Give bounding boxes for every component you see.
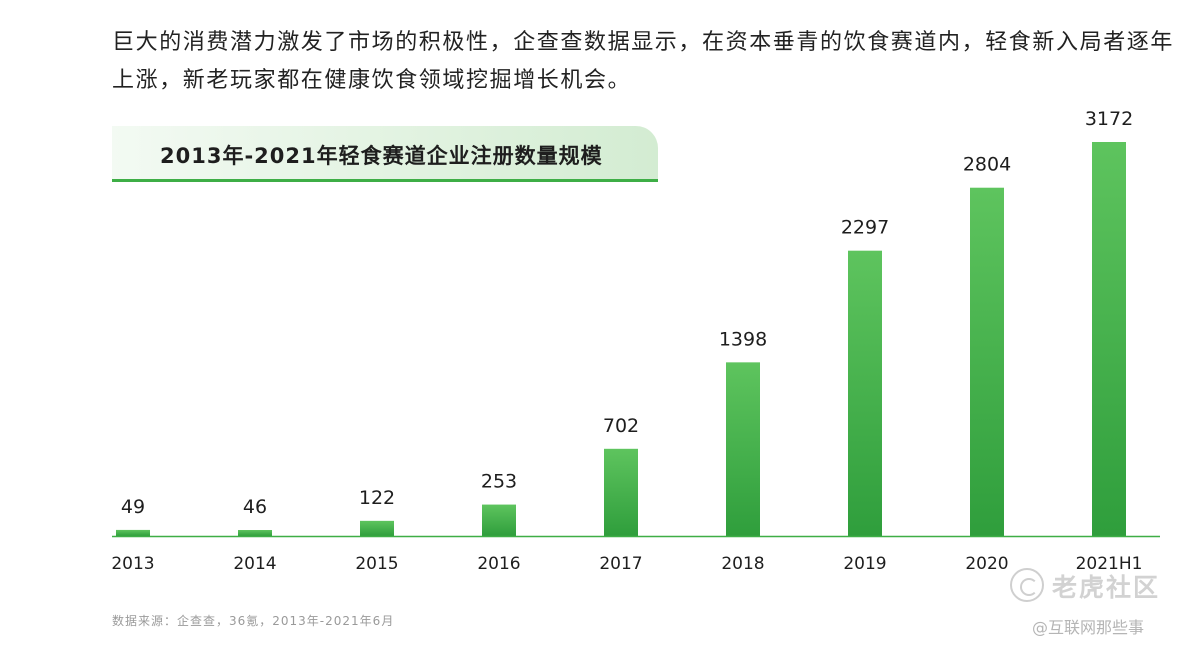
x-tick-2017: 2017 <box>599 554 642 574</box>
x-tick-2021H1: 2021H1 <box>1076 554 1143 574</box>
bar-2014 <box>238 530 272 536</box>
value-label-2019: 2297 <box>841 217 889 239</box>
chart-title: 2013年-2021年轻食赛道企业注册数量规模 <box>160 144 603 168</box>
watermark-logo-icon <box>1010 568 1044 602</box>
x-tick-2016: 2016 <box>477 554 520 574</box>
bar-2019 <box>848 250 882 537</box>
bar-2013 <box>116 529 150 536</box>
bar-2016 <box>482 504 516 536</box>
x-tick-2014: 2014 <box>233 554 276 574</box>
bars-group <box>116 142 1126 537</box>
value-label-2016: 253 <box>481 471 517 493</box>
bar-2015 <box>360 520 394 536</box>
bar-2021H1 <box>1092 142 1126 536</box>
source-note: 数据来源：企查查，36氪，2013年-2021年6月 <box>112 614 395 628</box>
bar-2017 <box>604 448 638 536</box>
intro-paragraph: 巨大的消费潜力激发了市场的积极性，企查查数据显示，在资本垂青的饮食赛道内，轻食新… <box>112 30 1175 93</box>
x-tick-labels-group: 2013 2014 2015 2016 2017 2018 2019 2020 2021H1 <box>111 554 1142 574</box>
bar-2020 <box>970 187 1004 536</box>
watermark-name: 老虎社区 <box>1052 573 1161 602</box>
value-label-2017: 702 <box>603 415 639 437</box>
x-tick-2018: 2018 <box>721 554 764 574</box>
bar-2018 <box>726 362 760 536</box>
chart-title-banner: 2013年-2021年轻食赛道企业注册数量规模 <box>112 126 658 182</box>
value-label-2015: 122 <box>359 487 395 509</box>
watermark-handle: @互联网那些事 <box>1032 618 1145 637</box>
value-label-2021H1: 3172 <box>1085 108 1133 130</box>
x-tick-2020: 2020 <box>965 554 1008 574</box>
value-label-2020: 2804 <box>963 154 1011 176</box>
value-label-2014: 46 <box>243 496 267 518</box>
x-tick-2015: 2015 <box>355 554 398 574</box>
watermark: 老虎社区 @互联网那些事 <box>1010 568 1190 648</box>
x-tick-2019: 2019 <box>843 554 886 574</box>
value-labels-group: 49 46 122 253 702 1398 2297 2804 3172 <box>121 108 1133 518</box>
x-tick-2013: 2013 <box>111 554 154 574</box>
value-label-2018: 1398 <box>719 328 767 350</box>
value-label-2013: 49 <box>121 496 145 518</box>
